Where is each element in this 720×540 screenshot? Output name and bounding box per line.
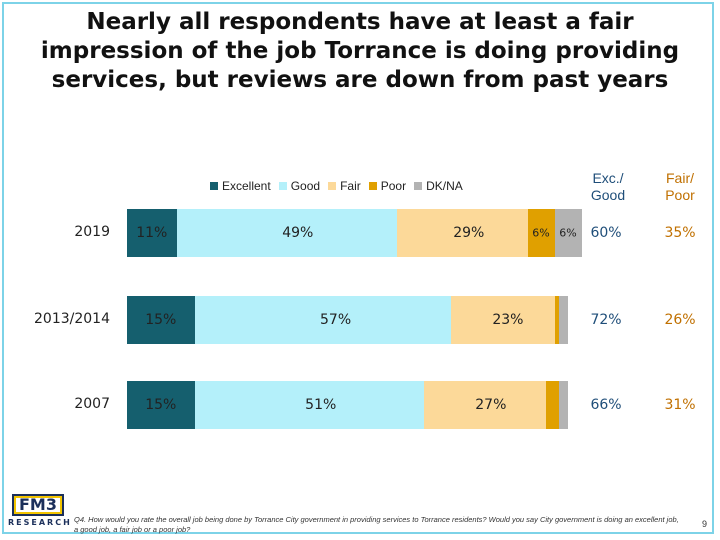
data-label: 29%	[453, 225, 485, 241]
bar-segment-excellent	[127, 209, 177, 257]
data-label: 15%	[145, 397, 177, 413]
legend-label: Excellent	[222, 179, 271, 193]
legend-label: DK/NA	[426, 179, 463, 193]
bar-segment-fair	[397, 209, 528, 257]
fair-poor-value: 26%	[664, 312, 696, 328]
bar-segment-dk-na	[559, 296, 568, 344]
data-label: 23%	[492, 312, 524, 328]
exc-good-value: 60%	[590, 225, 622, 241]
bar-segment-poor	[527, 209, 555, 257]
slide-frame	[2, 2, 714, 534]
data-label: 57%	[320, 312, 352, 328]
legend-item-excellent: Excellent	[210, 179, 271, 193]
row-label: 2019	[74, 224, 110, 240]
slide-title: Nearly all respondents have at least a f…	[40, 9, 680, 93]
bar-segment-poor	[554, 296, 559, 344]
logo-mark: FM3	[12, 494, 64, 516]
bar-segment-dk-na	[554, 209, 582, 257]
data-label: 11%	[136, 225, 168, 241]
bar-segment-excellent	[127, 296, 195, 344]
row-label: 2007	[74, 396, 110, 412]
logo-subtext: RESEARCH	[8, 518, 72, 527]
bar-segment-fair	[424, 381, 546, 429]
legend-item-good: Good	[278, 179, 321, 193]
legend-item-poor: Poor	[368, 179, 407, 193]
summary-header-exc-good: Exc./Good	[590, 170, 626, 203]
bar-segment-fair	[451, 296, 555, 344]
exc-good-value: 72%	[590, 312, 622, 328]
exc-good-value: 66%	[590, 397, 622, 413]
bar-segment-dk-na	[559, 381, 568, 429]
page-number: 9	[702, 519, 708, 529]
fm3-research-logo: FM3 RESEARCH	[8, 494, 70, 534]
chart-legend: Excellent Good Fair Poor DK/NA	[210, 178, 471, 194]
legend-item-dk-na: DK/NA	[414, 179, 463, 193]
bar-segment-good	[194, 381, 424, 429]
bar-segment-poor	[545, 381, 559, 429]
legend-label: Poor	[380, 179, 407, 193]
bar-segment-excellent	[127, 381, 195, 429]
legend-swatch	[328, 182, 337, 190]
bar-segment-good	[194, 296, 451, 344]
question-footnote: Q4. How would you rate the overall job b…	[74, 515, 679, 534]
data-label: 15%	[145, 312, 177, 328]
fair-poor-value: 31%	[664, 397, 696, 413]
data-label: 6%	[559, 226, 577, 240]
legend-item-fair: Fair	[328, 179, 361, 193]
legend-swatch	[210, 182, 218, 190]
data-label: 27%	[475, 397, 507, 413]
legend-swatch	[368, 182, 377, 190]
fair-poor-value: 35%	[664, 225, 696, 241]
legend-label: Good	[290, 179, 321, 193]
data-label: 49%	[282, 225, 314, 241]
row-label: 2013/2014	[34, 311, 110, 327]
legend-label: Fair	[340, 179, 361, 193]
summary-header-fair-poor: Fair/Poor	[665, 170, 695, 203]
legend-swatch	[278, 182, 287, 190]
data-label: 51%	[305, 397, 337, 413]
data-label: 6%	[532, 226, 550, 240]
bar-segment-good	[176, 209, 397, 257]
legend-swatch	[414, 182, 423, 190]
